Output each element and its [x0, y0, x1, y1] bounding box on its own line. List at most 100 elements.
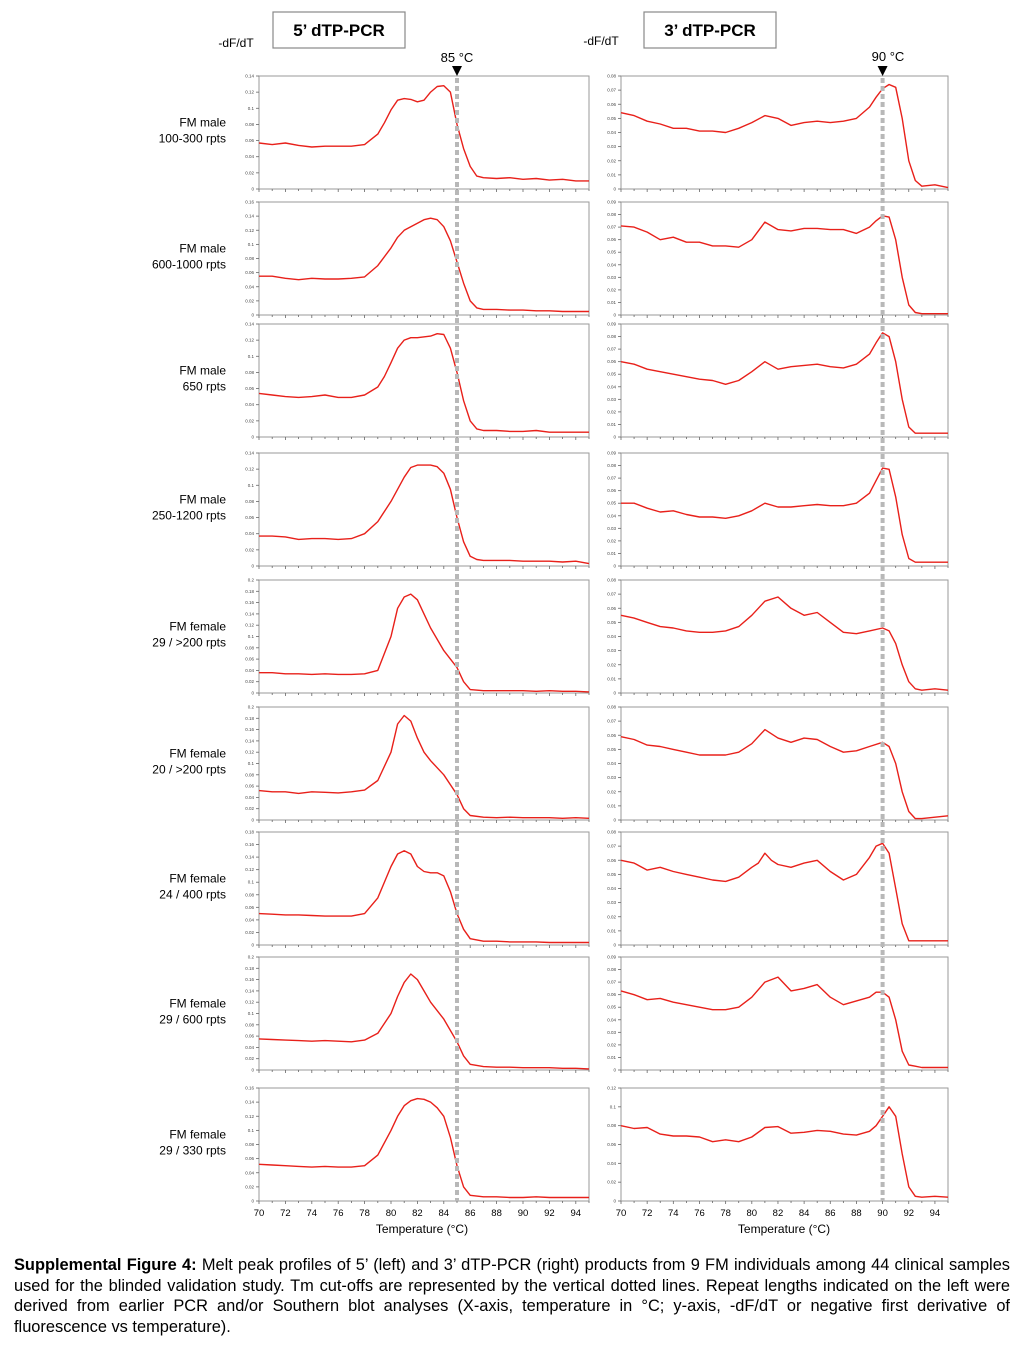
melt-curve: [620, 976, 948, 1069]
y-tick-label: 0.06: [607, 606, 616, 611]
y-tick-label: 0.12: [245, 90, 254, 95]
x-tick-label: 78: [359, 1208, 370, 1219]
y-tick-label: 0.18: [245, 589, 254, 594]
y-tick-label: 0.08: [607, 212, 616, 217]
panel-frame: [620, 452, 949, 567]
y-tick-label: 0.04: [245, 1170, 254, 1175]
y-tick-label: 0.02: [245, 930, 254, 935]
y-tick-label: 0.2: [248, 578, 255, 583]
y-tick-label: 0: [613, 691, 616, 696]
sample-label-line2: 29 / 330 rpts: [159, 1144, 226, 1158]
y-tick-label: 0.04: [607, 886, 616, 891]
sample-label-line1: FM male: [179, 364, 226, 378]
y-tick-label: 0: [251, 943, 254, 948]
melt-panel: 0 0.02 0.04 0.06 0.08 0.1 0.12 0.14: [245, 451, 590, 569]
melt-panel: 0 0.02 0.04 0.06 0.08 0.1 0.12 0.14 0.16 0.18 0.2: [245, 705, 590, 823]
y-tick-label: 0.02: [607, 158, 616, 163]
y-tick-label: 0: [613, 435, 616, 440]
y-tick-label: 0: [613, 818, 616, 823]
y-tick-label: 0.1: [248, 354, 255, 359]
sample-label-line2: 29 / 600 rpts: [159, 1013, 226, 1027]
panel-frame: [258, 452, 590, 567]
y-tick-label: 0.06: [245, 784, 254, 789]
y-tick-label: 0: [613, 1199, 616, 1204]
y-tick-label: 0.05: [607, 116, 616, 121]
melt-curve: [258, 973, 590, 1070]
x-tick-label: 82: [773, 1208, 784, 1219]
y-tick-label: 0.18: [245, 830, 254, 835]
y-tick-label: 0.06: [245, 515, 254, 520]
y-tick-label: 0.09: [607, 955, 616, 960]
y-tick-label: 0: [251, 691, 254, 696]
melt-panel: 0 0.02 0.04 0.06 0.08 0.1 0.12 0.14 0.16 0.18: [245, 830, 590, 948]
x-tick-label: 94: [571, 1208, 582, 1219]
y-tick-label: 0.12: [245, 1114, 254, 1119]
y-tick-label: 0.06: [245, 138, 254, 143]
melt-panel: 0 0.01 0.02 0.03 0.04 0.05 0.06 0.07 0.08 0.09: [607, 451, 949, 569]
y-tick-label: 0.16: [245, 842, 254, 847]
sample-label-line1: FM female: [169, 620, 226, 634]
y-tick-label: 0.14: [245, 322, 254, 327]
y-tick-label: 0.12: [245, 750, 254, 755]
cutoff-label-3prime: 90 °C: [872, 49, 905, 64]
x-tick-label: 72: [642, 1208, 653, 1219]
y-tick-label: 0.18: [245, 966, 254, 971]
panel-frame: [620, 579, 949, 694]
y-tick-label: 0.02: [245, 547, 254, 552]
y-tick-label: 0.14: [245, 214, 254, 219]
y-tick-label: 0.16: [245, 977, 254, 982]
y-tick-label: 0.04: [245, 917, 254, 922]
y-tick-label: 0.08: [607, 705, 616, 710]
y-tick-label: 0.08: [245, 370, 254, 375]
sample-label-line2: 250-1200 rpts: [152, 509, 226, 523]
panel-frame: [258, 956, 590, 1071]
y-tick-label: 0: [251, 313, 254, 318]
y-tick-label: 0.01: [607, 551, 616, 556]
y-tick-label: 0.1: [248, 761, 255, 766]
y-tick-label: 0.04: [607, 761, 616, 766]
xlabel-3prime: Temperature (°C): [738, 1222, 830, 1236]
x-tick-label: 80: [747, 1208, 758, 1219]
y-tick-label: 0.04: [607, 384, 616, 389]
panel-frame: [620, 75, 949, 190]
sample-label-line2: 24 / 400 rpts: [159, 888, 226, 902]
x-tick-label: 84: [799, 1208, 810, 1219]
y-tick-label: 0.01: [607, 422, 616, 427]
y-tick-label: 0.09: [607, 451, 616, 456]
y-tick-label: 0.08: [245, 772, 254, 777]
y-tick-label: 0: [613, 1068, 616, 1073]
y-tick-label: 0.03: [607, 775, 616, 780]
y-tick-label: 0.14: [245, 74, 254, 79]
panel-frame: [258, 201, 590, 316]
y-tick-label: 0.06: [607, 359, 616, 364]
melt-curve: [620, 83, 949, 189]
melt-curve: [259, 593, 590, 693]
y-tick-label: 0.08: [245, 256, 254, 261]
melt-curve: [259, 464, 590, 565]
y-tick-label: 0.05: [607, 501, 616, 506]
y-tick-label: 0.04: [607, 1017, 616, 1022]
y-tick-label: 0.07: [607, 592, 616, 597]
melt-curve: [620, 596, 949, 691]
y-tick-label: 0.06: [245, 386, 254, 391]
title-box-5prime: [272, 11, 406, 49]
y-tick-label: 0.07: [607, 719, 616, 724]
y-tick-label: 0.02: [607, 1042, 616, 1047]
y-tick-label: 0.02: [607, 789, 616, 794]
y-tick-label: 0.02: [607, 409, 616, 414]
y-tick-label: 0.02: [245, 298, 254, 303]
y-tick-label: 0: [251, 818, 254, 823]
x-tick-label: 80: [386, 1208, 397, 1219]
y-tick-label: 0.12: [245, 623, 254, 628]
y-tick-label: 0.08: [607, 74, 616, 79]
panel-frame: [258, 323, 590, 438]
y-tick-label: 0: [613, 187, 616, 192]
y-tick-label: 0.08: [245, 645, 254, 650]
x-tick-label: 78: [720, 1208, 731, 1219]
panel-frame: [620, 1087, 949, 1202]
cutoff-arrow-icon: [877, 66, 888, 76]
melt-panel: 0 0.01 0.02 0.03 0.04 0.05 0.06 0.07 0.08: [607, 74, 949, 192]
y-tick-label: 0.02: [245, 806, 254, 811]
y-tick-label: 0.14: [245, 611, 254, 616]
y-tick-label: 0.16: [245, 727, 254, 732]
